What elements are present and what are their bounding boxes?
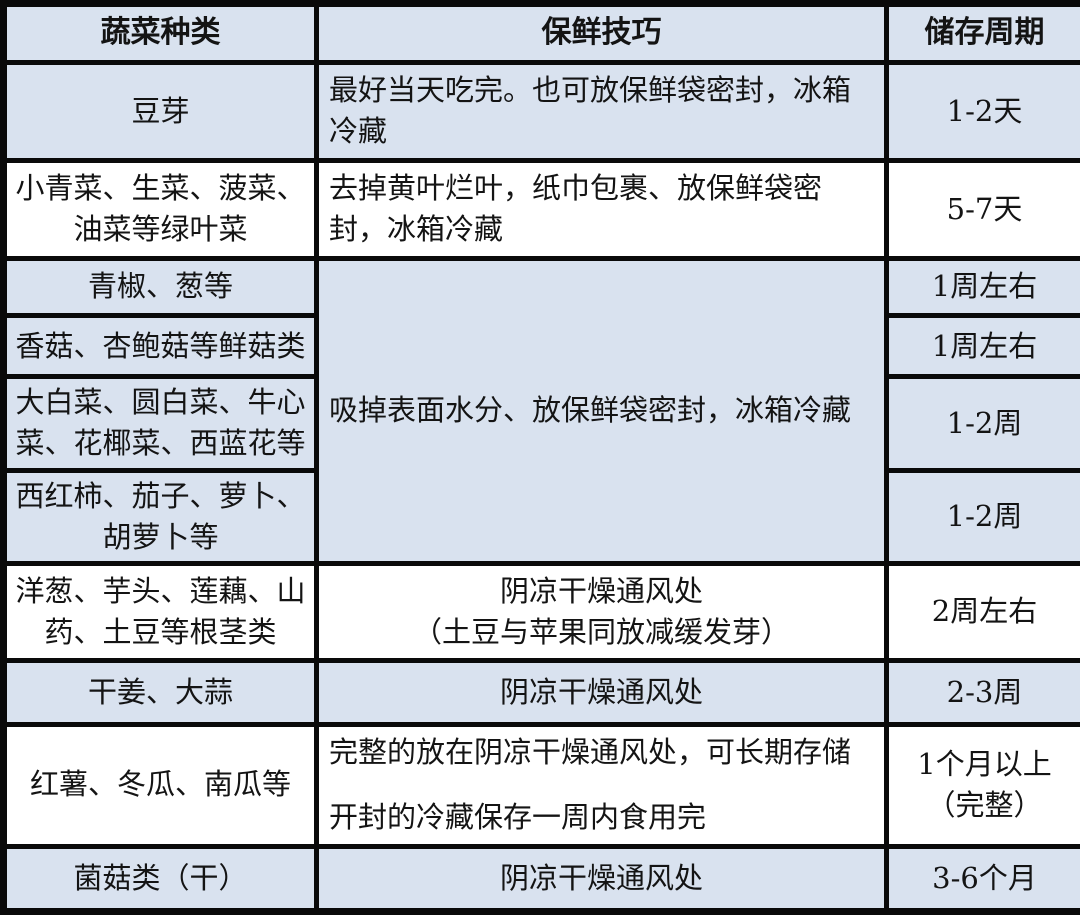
table-row: 西红柿、茄子、萝卜、胡萝卜等 1-2周 (1, 467, 1080, 566)
header-cell-tip: 保鲜技巧 (314, 0, 889, 66)
tip-cell: 去掉黄叶烂叶，纸巾包裹、放保鲜袋密封，冰箱冷藏 (314, 157, 889, 261)
tip-cell: 阴凉干燥通风处 (314, 658, 889, 727)
period-line-2: （完整） (926, 788, 1043, 823)
tip-line-1: 完整的放在阴凉干燥通风处，可长期存储 (329, 734, 852, 769)
table-row: 干姜、大蒜 阴凉干燥通风处 2-3周 (1, 658, 1080, 727)
tip-cell: 完整的放在阴凉干燥通风处，可长期存储 开封的冷藏保存一周内食用完 (314, 721, 889, 849)
tip-cell: 阴凉干燥通风处 (314, 843, 889, 915)
tip-line-1: 阴凉干燥通风处 (499, 573, 703, 608)
table-row: 小青菜、生菜、菠菜、油菜等绿叶菜 去掉黄叶烂叶，纸巾包裹、放保鲜袋密封，冰箱冷藏… (1, 157, 1080, 261)
period-cell: 1周左右 (884, 312, 1080, 380)
category-cell: 小青菜、生菜、菠菜、油菜等绿叶菜 (1, 157, 319, 261)
category-cell: 干姜、大蒜 (1, 658, 319, 727)
category-cell: 青椒、葱等 (1, 255, 319, 318)
category-cell: 菌菇类（干） (1, 843, 319, 915)
period-cell: 3-6个月 (884, 843, 1080, 915)
tip-cell: 阴凉干燥通风处 （土豆与苹果同放减缓发芽） (314, 560, 889, 664)
table-row: 大白菜、圆白菜、牛心菜、花椰菜、西蓝花等 1-2周 (1, 374, 1080, 473)
header-cell-period: 储存周期 (884, 0, 1080, 66)
table-row: 洋葱、芋头、莲藕、山药、土豆等根茎类 阴凉干燥通风处 （土豆与苹果同放减缓发芽）… (1, 560, 1080, 664)
tip-line-2: 开封的冷藏保存一周内食用完 (329, 800, 707, 835)
period-cell: 5-7天 (884, 157, 1080, 261)
table-row: 青椒、葱等 吸掉表面水分、放保鲜袋密封，冰箱冷藏 1周左右 (1, 255, 1080, 566)
category-cell: 红薯、冬瓜、南瓜等 (1, 721, 319, 849)
period-cell: 2周左右 (884, 560, 1080, 664)
period-cell: 1-2周 (884, 467, 1080, 566)
period-cell: 1个月以上 （完整） (884, 721, 1080, 849)
category-cell: 香菇、杏鲍菇等鲜菇类 (1, 312, 319, 380)
category-cell: 豆芽 (1, 60, 319, 163)
tip-cell: 最好当天吃完。也可放保鲜袋密封，冰箱冷藏 (314, 60, 889, 163)
period-line-1: 1个月以上 (917, 746, 1052, 781)
period-cell: 1-2周 (884, 374, 1080, 473)
category-cell: 洋葱、芋头、莲藕、山药、土豆等根茎类 (1, 560, 319, 664)
table-row: 豆芽 最好当天吃完。也可放保鲜袋密封，冰箱冷藏 1-2天 (1, 60, 1080, 163)
period-cell: 2-3周 (884, 658, 1080, 727)
category-cell: 西红柿、茄子、萝卜、胡萝卜等 (1, 467, 319, 566)
table-row: 香菇、杏鲍菇等鲜菇类 1周左右 (1, 312, 1080, 380)
merged-tip-cell: 吸掉表面水分、放保鲜袋密封，冰箱冷藏 (314, 255, 889, 566)
table-row: 红薯、冬瓜、南瓜等 完整的放在阴凉干燥通风处，可长期存储 开封的冷藏保存一周内食… (1, 721, 1080, 849)
header-cell-category: 蔬菜种类 (1, 0, 319, 66)
period-cell: 1-2天 (884, 60, 1080, 163)
category-cell: 大白菜、圆白菜、牛心菜、花椰菜、西蓝花等 (1, 374, 319, 473)
header-row: 蔬菜种类 保鲜技巧 储存周期 (1, 0, 1080, 66)
table-row: 菌菇类（干） 阴凉干燥通风处 3-6个月 (1, 843, 1080, 915)
period-cell: 1周左右 (884, 255, 1080, 318)
tip-line-2: （土豆与苹果同放减缓发芽） (412, 615, 790, 650)
